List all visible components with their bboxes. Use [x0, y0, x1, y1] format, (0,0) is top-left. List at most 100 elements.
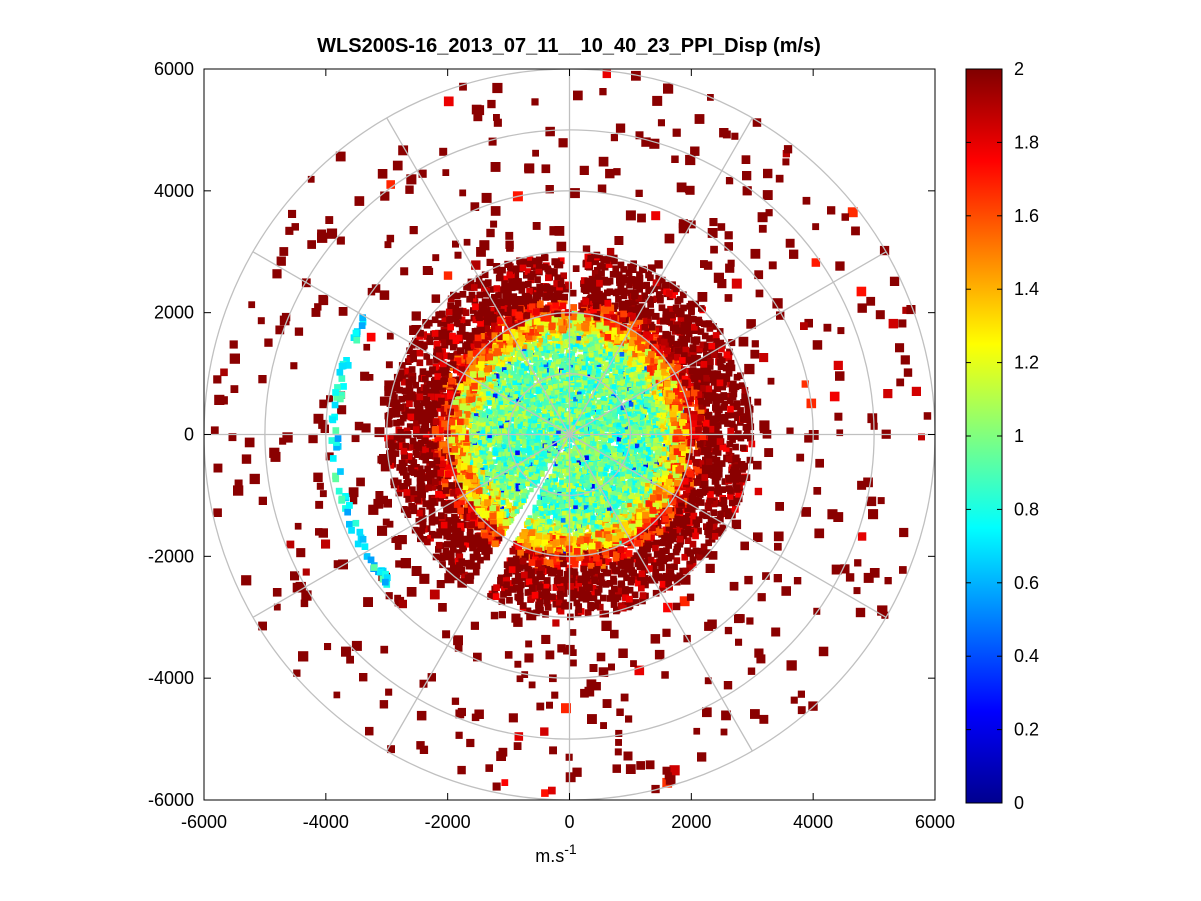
data-cell	[510, 359, 516, 365]
data-cell	[537, 522, 543, 528]
data-cell	[533, 360, 539, 365]
data-cell	[496, 501, 502, 507]
data-cell	[625, 490, 631, 496]
data-cell	[546, 418, 552, 423]
data-cell	[584, 386, 590, 391]
data-cell	[480, 445, 486, 451]
data-cell	[468, 443, 474, 449]
data-cell	[604, 473, 610, 479]
data-cell	[575, 410, 581, 416]
data-cell	[505, 445, 510, 450]
data-cell	[590, 364, 596, 370]
data-cell	[504, 448, 510, 453]
data-cell	[550, 349, 555, 354]
data-cell	[604, 499, 610, 505]
data-cell	[649, 438, 655, 444]
data-cell	[486, 492, 492, 498]
data-cell	[643, 414, 649, 420]
data-cell	[532, 504, 538, 510]
data-cell	[585, 373, 591, 378]
data-cell	[561, 454, 566, 460]
data-cell	[563, 451, 568, 456]
data-cell	[474, 435, 479, 440]
data-cell	[547, 352, 553, 358]
data-cell	[581, 395, 586, 401]
data-cell	[488, 452, 494, 457]
data-cell	[479, 402, 484, 408]
data-cell	[531, 389, 537, 394]
data-cell	[593, 438, 599, 444]
data-cell	[595, 520, 600, 526]
data-cell	[523, 494, 529, 499]
data-cell	[602, 369, 607, 375]
data-cell	[565, 349, 571, 354]
data-cell	[509, 506, 514, 512]
data-cell	[586, 335, 591, 340]
data-cell	[478, 435, 483, 440]
data-cell	[548, 458, 553, 464]
data-cell	[634, 475, 640, 481]
data-cell	[541, 438, 547, 444]
data-cell	[539, 515, 545, 520]
data-cell	[605, 390, 610, 396]
data-cell	[508, 443, 513, 449]
data-cell	[518, 473, 524, 479]
data-cell	[533, 428, 538, 433]
data-cells	[210, 69, 932, 797]
data-cell	[551, 525, 556, 530]
data-cell	[584, 524, 590, 530]
data-cell	[535, 453, 540, 458]
data-cell	[632, 494, 638, 500]
data-cell	[489, 394, 494, 399]
data-cell	[562, 428, 567, 433]
data-cell	[622, 466, 628, 471]
data-cell	[597, 429, 603, 435]
data-cell	[573, 378, 579, 384]
data-cell	[509, 423, 515, 428]
data-cell	[508, 430, 513, 435]
data-cell	[616, 440, 621, 445]
data-cell	[523, 416, 528, 422]
data-cell	[585, 441, 590, 447]
data-cell	[642, 366, 647, 371]
data-cell	[559, 430, 564, 436]
data-cell	[527, 515, 533, 520]
data-cell	[518, 488, 524, 493]
data-cell	[536, 474, 542, 480]
data-cell	[597, 340, 602, 345]
data-cell	[594, 413, 600, 418]
data-cell	[560, 408, 566, 413]
data-cell	[484, 434, 489, 439]
data-cell	[571, 494, 577, 500]
data-cell	[568, 397, 573, 403]
data-cell	[505, 429, 511, 434]
data-cell	[520, 451, 526, 457]
data-cell	[579, 506, 585, 511]
data-cell	[542, 522, 547, 527]
data-cell	[514, 429, 519, 434]
data-cell	[553, 451, 559, 457]
data-cell	[545, 365, 550, 370]
data-cell	[658, 388, 663, 394]
data-cell	[609, 373, 614, 378]
data-cell	[521, 448, 527, 453]
data-cell	[618, 509, 623, 514]
data-cell	[533, 352, 538, 357]
data-cell	[529, 487, 534, 493]
data-cell	[662, 400, 667, 405]
data-cell	[525, 466, 530, 472]
data-cell	[557, 374, 563, 380]
data-cell	[616, 490, 621, 495]
data-cell	[504, 478, 509, 483]
data-cell	[529, 401, 534, 406]
data-cell	[653, 407, 659, 412]
data-cell	[630, 502, 636, 508]
data-cell	[537, 471, 542, 477]
data-cell	[627, 479, 632, 485]
data-cell	[566, 328, 572, 334]
data-cell	[613, 506, 619, 512]
data-cell	[602, 349, 607, 354]
data-cell	[559, 523, 564, 529]
data-cell	[539, 470, 545, 476]
data-cell	[553, 464, 558, 469]
